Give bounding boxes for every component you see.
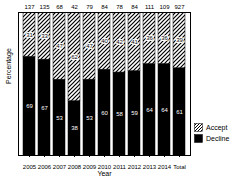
svg-text:41: 41 [131, 39, 138, 45]
svg-text:84: 84 [131, 4, 138, 10]
svg-text:38: 38 [71, 125, 78, 131]
svg-text:60: 60 [101, 110, 108, 116]
svg-text:33: 33 [41, 33, 48, 39]
svg-text:2012: 2012 [128, 164, 142, 170]
html-text:Accept: Accept [206, 124, 228, 131]
svg-text:2008: 2008 [68, 164, 82, 170]
svg-text:2009: 2009 [83, 164, 97, 170]
svg-text:36: 36 [161, 35, 168, 41]
svg-text:59: 59 [131, 110, 138, 116]
svg-text:135: 135 [39, 4, 50, 10]
svg-text:2005: 2005 [23, 164, 37, 170]
svg-text:84: 84 [101, 4, 108, 10]
svg-text:2010: 2010 [97, 163, 112, 170]
svg-text:68: 68 [56, 4, 63, 10]
svg-text:36: 36 [146, 35, 153, 41]
svg-text:47: 47 [86, 43, 93, 49]
svg-text:42: 42 [71, 4, 78, 10]
svg-text:64: 64 [161, 107, 168, 113]
svg-text:67: 67 [41, 105, 48, 111]
svg-text:Year: Year [97, 170, 112, 177]
svg-text:47: 47 [56, 43, 63, 49]
svg-text:64: 64 [146, 107, 153, 113]
svg-text:2014: 2014 [158, 164, 172, 170]
svg-text:Total: Total [173, 164, 186, 170]
svg-text:62: 62 [71, 54, 78, 60]
svg-text:Percentage: Percentage [5, 48, 13, 84]
svg-text:31: 31 [26, 32, 33, 38]
svg-text:53: 53 [86, 115, 93, 121]
html-text:Decline: Decline [206, 135, 230, 142]
svg-text:109: 109 [159, 4, 170, 10]
svg-text:61: 61 [176, 109, 183, 115]
svg-text:39: 39 [176, 37, 183, 43]
svg-text:2013: 2013 [143, 164, 157, 170]
svg-text:2007: 2007 [53, 164, 67, 170]
svg-text:111: 111 [145, 4, 155, 10]
svg-text:53: 53 [56, 115, 63, 121]
svg-text:79: 79 [86, 4, 93, 10]
svg-text:927: 927 [174, 4, 185, 10]
svg-text:78: 78 [116, 4, 123, 10]
svg-text:40: 40 [101, 38, 108, 44]
svg-text:42: 42 [116, 39, 123, 45]
svg-text:2011: 2011 [113, 164, 127, 170]
svg-text:58: 58 [116, 111, 123, 117]
svg-text:2006: 2006 [38, 164, 52, 170]
svg-text:69: 69 [26, 103, 33, 109]
svg-text:137: 137 [24, 4, 35, 10]
